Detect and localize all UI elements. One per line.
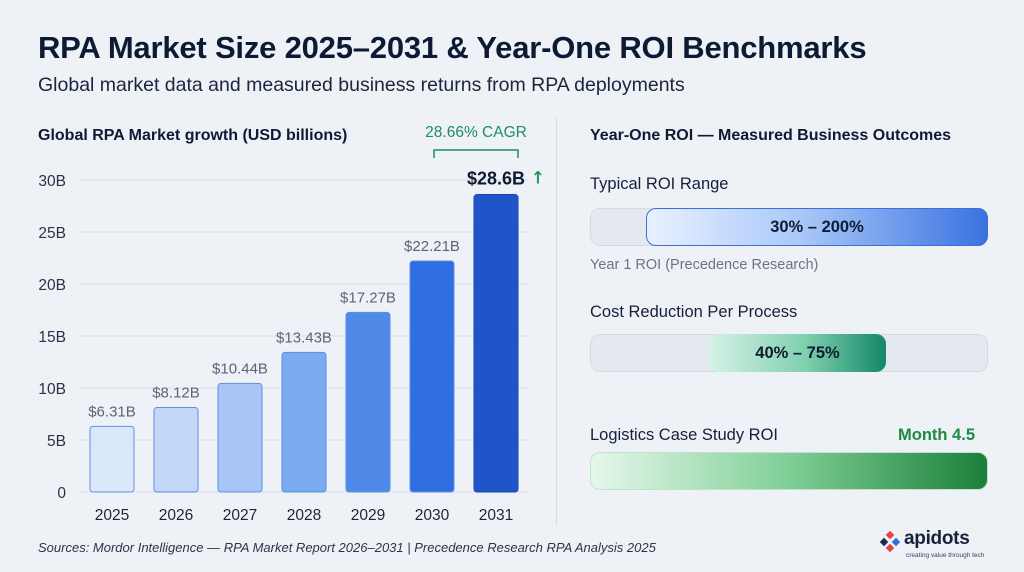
roi-panel-title: Year-One ROI — Measured Business Outcome… [590,127,952,144]
x-tick-label: 2025 [95,507,129,524]
apidots-logo: apidots creating value through tech [880,528,998,562]
y-tick-label: 10B [38,381,66,398]
bar-data-label: $28.6B [467,169,525,189]
up-arrow-icon: ↑ [531,169,545,189]
apidots-logo-word: apidots [904,528,970,549]
bar-2029 [345,311,391,493]
bar-data-label: $6.31B [88,403,136,420]
x-tick-label: 2029 [351,507,385,524]
x-tick-label: 2027 [223,507,257,524]
roi-range-note: Year 1 ROI (Precedence Research) [590,257,819,273]
cagr-bracket [433,149,519,158]
bar-2028 [281,351,327,493]
y-tick-label: 20B [38,277,66,294]
y-axis-ticks: 0 5B 10B 15B 20B 25B 30B [38,173,66,502]
bar-2026 [153,407,199,493]
section-divider [556,118,557,526]
bar-data-label: $8.12B [152,385,200,402]
x-axis-ticks: 2025 2026 2027 2028 2029 2030 2031 [95,507,513,524]
apidots-logo-icon [880,531,901,553]
chart-bars [89,194,519,493]
cost-reduction-label: Cost Reduction Per Process [590,303,798,321]
apidots-logo-tagline: creating value through tech [906,552,985,559]
cost-reduction-value: 40% – 75% [755,343,840,362]
logistics-roi-bar [590,452,988,490]
cost-reduction-bar: 40% – 75% [709,334,886,372]
x-tick-label: 2026 [159,507,193,524]
y-tick-label: 25B [38,225,66,242]
bar-2025 [89,425,135,493]
y-tick-label: 5B [47,433,66,450]
bar-data-label: $22.21B [404,238,460,255]
cagr-label: 28.66% CAGR [425,124,527,141]
x-tick-label: 2030 [415,507,450,524]
x-tick-label: 2031 [479,507,513,524]
bar-data-labels: $6.31B $8.12B $10.44B $13.43B $17.27B $22.21B… [88,169,545,421]
bar-2031 [473,194,519,493]
chart-title: Global RPA Market growth (USD billions) [38,127,348,144]
y-tick-label: 0 [57,485,66,502]
sources-note: Sources: Mordor Intelligence — RPA Marke… [38,540,656,555]
x-tick-label: 2028 [287,507,321,524]
page-title: RPA Market Size 2025–2031 & Year-One ROI… [38,30,867,65]
bar-data-label: $13.43B [276,329,332,346]
roi-range-label: Typical ROI Range [590,175,729,193]
roi-range-bar: 30% – 200% [646,208,988,246]
y-tick-label: 30B [38,173,66,190]
y-tick-label: 15B [38,329,66,346]
logistics-roi-label: Logistics Case Study ROI [590,426,778,444]
bar-2030 [409,260,455,493]
bar-data-label: $17.27B [340,289,396,306]
roi-range-value: 30% – 200% [770,217,864,236]
page-subtitle: Global market data and measured business… [38,74,685,96]
logistics-roi-value: Month 4.5 [898,426,975,444]
bar-2027 [217,382,263,493]
market-growth-chart: 0 5B 10B 15B 20B 25B 30B $6.31B $8.12B $10.44B $1… [38,124,545,524]
bar-data-label: $10.44B [212,360,268,377]
cagr-annotation: 28.66% CAGR [425,124,527,158]
